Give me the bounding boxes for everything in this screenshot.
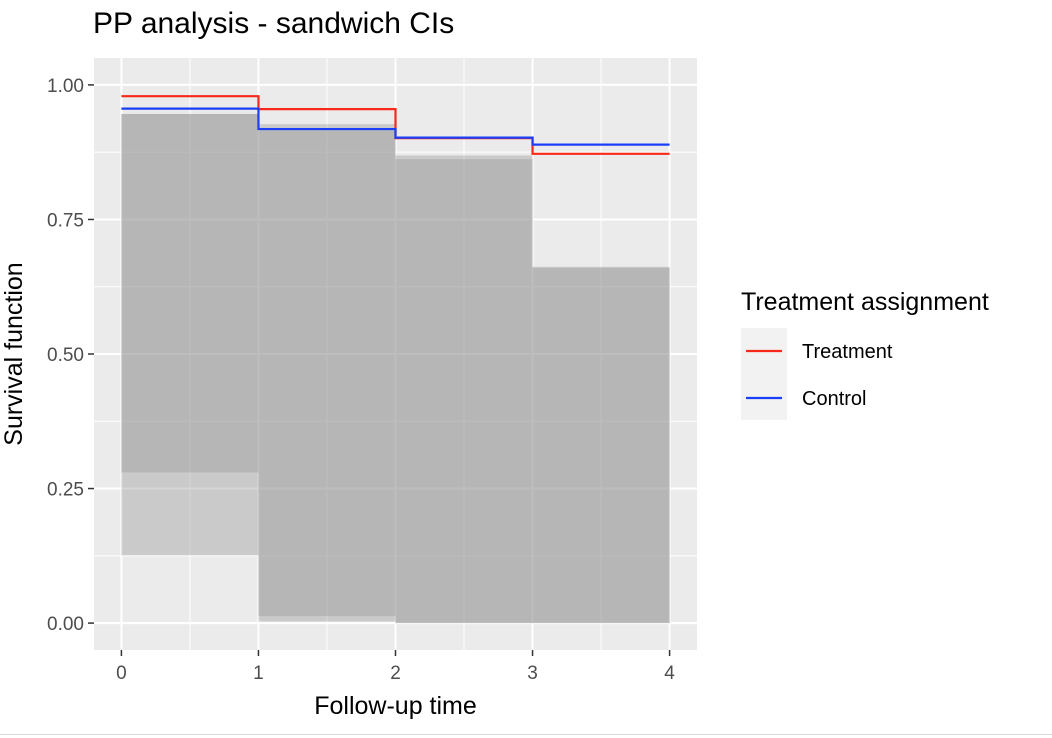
y-tick-label: 1.00 — [47, 76, 84, 97]
y-tick-label: 0.75 — [47, 210, 84, 231]
x-axis-title: Follow-up time — [314, 692, 477, 720]
chart-title: PP analysis - sandwich CIs — [93, 7, 454, 40]
survival-step-lines — [121, 95, 670, 155]
ci-band-control — [532, 266, 670, 624]
x-axis: 0 1 2 3 4 — [116, 650, 675, 684]
legend-key-background — [741, 328, 787, 420]
y-axis-title: Survival function — [0, 262, 28, 445]
legend-title: Treatment assignment — [741, 288, 989, 316]
y-axis: 0.00 0.25 0.50 0.75 1.00 — [47, 76, 94, 635]
step-line-treatment — [121, 95, 670, 155]
ci-band-treatment — [258, 129, 396, 622]
x-tick-label: 2 — [390, 663, 401, 684]
ci-band-treatment — [395, 155, 533, 624]
x-tick-label: 0 — [116, 663, 127, 684]
ci-band-treatment — [532, 267, 670, 624]
x-tick-label: 3 — [527, 663, 538, 684]
major-gridlines — [94, 58, 697, 650]
bottom-divider — [0, 734, 1052, 735]
y-tick-label: 0.25 — [47, 480, 84, 501]
legend-label-control: Control — [802, 388, 866, 410]
ci-band-control — [258, 124, 396, 617]
legend: Treatment assignment Treatment Control — [741, 288, 989, 420]
ci-band-control — [121, 113, 259, 473]
ci-band-control — [395, 159, 533, 624]
confidence-ribbons — [121, 113, 670, 624]
x-tick-label: 4 — [664, 663, 675, 684]
x-tick-label: 1 — [253, 663, 264, 684]
ci-band-treatment — [121, 113, 259, 556]
y-tick-label: 0.50 — [47, 345, 84, 366]
y-tick-label: 0.00 — [47, 614, 84, 635]
step-line-control — [121, 107, 670, 146]
legend-label-treatment: Treatment — [802, 341, 893, 363]
